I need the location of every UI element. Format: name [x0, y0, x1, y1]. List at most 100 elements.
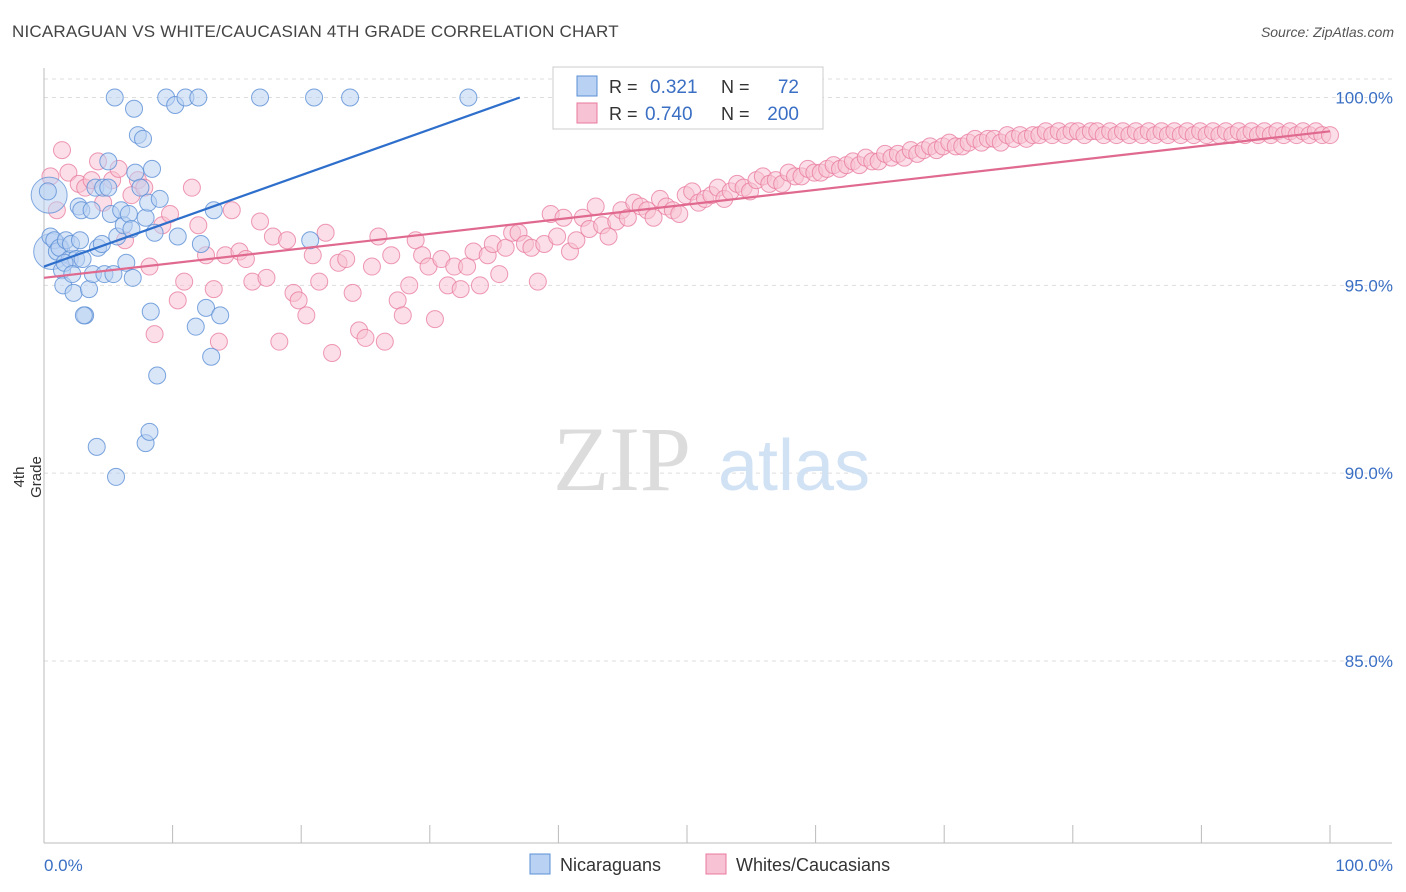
x-tick-labels: 0.0% 100.0%	[44, 856, 1393, 875]
gridlines	[44, 78, 1392, 662]
point-whites-32	[257, 268, 276, 287]
point-whites-45	[343, 283, 362, 302]
point-whites-39	[303, 246, 322, 265]
x-tick-label-0: 0.0%	[44, 856, 83, 875]
source-label: Source: ZipAtlas.com	[1260, 24, 1394, 40]
point-nicaraguans-31	[119, 204, 138, 223]
point-nicaraguans-41	[143, 159, 162, 178]
point-nicaraguans-36	[131, 178, 150, 197]
point-whites-83	[586, 197, 605, 216]
y-tick-label-0: 100.0%	[1335, 89, 1393, 108]
point-whites-68	[490, 265, 509, 284]
point-whites-50	[375, 332, 394, 351]
point-nicaraguans-17	[82, 201, 101, 220]
series-whites-caucasians-points	[41, 122, 1339, 362]
legend-label-nicaraguans: Nicaraguans	[560, 855, 661, 875]
point-nicaraguans-26	[105, 88, 124, 107]
point-whites-77	[548, 227, 567, 246]
trend-line-nicaraguans	[43, 96, 521, 268]
point-nicaraguans-10	[64, 283, 83, 302]
point-whites-54	[400, 276, 419, 295]
point-whites-34	[270, 332, 289, 351]
point-nicaraguans-63	[251, 88, 270, 107]
point-whites-49	[369, 227, 388, 246]
point-whites-85	[599, 227, 618, 246]
point-whites-31	[251, 212, 270, 231]
stats-legend-swatch-blue	[576, 75, 598, 97]
point-whites-48	[362, 257, 381, 276]
point-nicaraguans-64	[305, 88, 324, 107]
point-whites-47	[356, 328, 375, 347]
point-whites-38	[297, 306, 316, 325]
legend-label-whites: Whites/Caucasians	[736, 855, 890, 875]
point-whites-96	[670, 204, 689, 223]
point-nicaraguans-65	[341, 88, 360, 107]
point-whites-20	[175, 272, 194, 291]
stats-r-value-blue: 0.321	[650, 77, 698, 98]
point-whites-40	[310, 272, 329, 291]
point-whites-3	[59, 163, 78, 182]
point-nicaraguans-55	[211, 306, 230, 325]
point-nicaraguans-32	[123, 268, 142, 287]
watermark-atlas: atlas	[718, 426, 870, 506]
point-whites-24	[204, 280, 223, 299]
point-nicaraguans-38	[136, 208, 155, 227]
point-whites-21	[182, 178, 201, 197]
point-nicaraguans-44	[150, 189, 169, 208]
point-whites-27	[222, 201, 241, 220]
watermark: ZIP atlas	[553, 408, 870, 510]
stats-legend-swatch-pink	[576, 102, 598, 124]
point-nicaraguans-50	[189, 88, 208, 107]
stats-n-value-pink: 200	[767, 104, 799, 125]
point-nicaraguans-23	[99, 152, 118, 171]
y-tick-labels: 100.0% 95.0% 90.0% 85.0%	[1335, 89, 1393, 672]
point-whites-197	[1321, 126, 1339, 145]
point-nicaraguans-49	[186, 317, 205, 336]
point-whites-2	[53, 141, 72, 160]
point-nicaraguans-56	[71, 231, 90, 250]
point-whites-25	[209, 332, 228, 351]
point-nicaraguans-60	[107, 467, 126, 486]
point-nicaraguans-59	[87, 437, 106, 456]
point-nicaraguans-40	[141, 302, 160, 321]
watermark-zip: ZIP	[553, 408, 691, 510]
point-whites-37	[289, 291, 308, 310]
legend-swatch-nicaraguans	[529, 853, 551, 875]
point-whites-44	[337, 250, 356, 269]
point-whites-74	[528, 272, 547, 291]
point-nicaraguans-51	[191, 235, 210, 254]
stats-legend-frame	[552, 66, 824, 130]
point-whites-42	[323, 343, 342, 362]
point-nicaraguans-53	[202, 347, 221, 366]
point-whites-65	[470, 276, 489, 295]
point-whites-63	[458, 257, 477, 276]
point-nicaraguans-43	[148, 366, 167, 385]
stats-r-label-pink: R =	[609, 104, 638, 124]
point-whites-52	[388, 291, 407, 310]
stats-r-label-blue: R =	[609, 77, 638, 97]
x-tick-label-1: 100.0%	[1335, 856, 1393, 875]
point-nicaraguans-47	[168, 227, 187, 246]
chart-title: NICARAGUAN VS WHITE/CAUCASIAN 4TH GRADE …	[12, 22, 619, 41]
point-nicaraguans-62	[140, 422, 159, 441]
point-whites-53	[393, 306, 412, 325]
point-nicaraguans-0	[38, 182, 57, 201]
point-whites-58	[425, 310, 444, 329]
y-tick-label-2: 90.0%	[1345, 464, 1393, 483]
point-whites-41	[316, 223, 335, 242]
y-tick-label-3: 85.0%	[1345, 652, 1393, 671]
trend-lines	[43, 96, 1331, 279]
point-whites-62	[451, 280, 470, 299]
point-whites-16	[145, 325, 164, 344]
bottom-legend: Nicaraguans Whites/Caucasians	[529, 853, 890, 875]
point-nicaraguans-67	[301, 231, 320, 250]
point-nicaraguans-33	[125, 99, 144, 118]
point-nicaraguans-37	[134, 129, 153, 148]
point-nicaraguans-52	[197, 298, 216, 317]
point-whites-80	[567, 231, 586, 250]
point-whites-51	[382, 246, 401, 265]
point-nicaraguans-71	[99, 178, 118, 197]
point-nicaraguans-16	[80, 280, 99, 299]
point-whites-22	[189, 216, 208, 235]
